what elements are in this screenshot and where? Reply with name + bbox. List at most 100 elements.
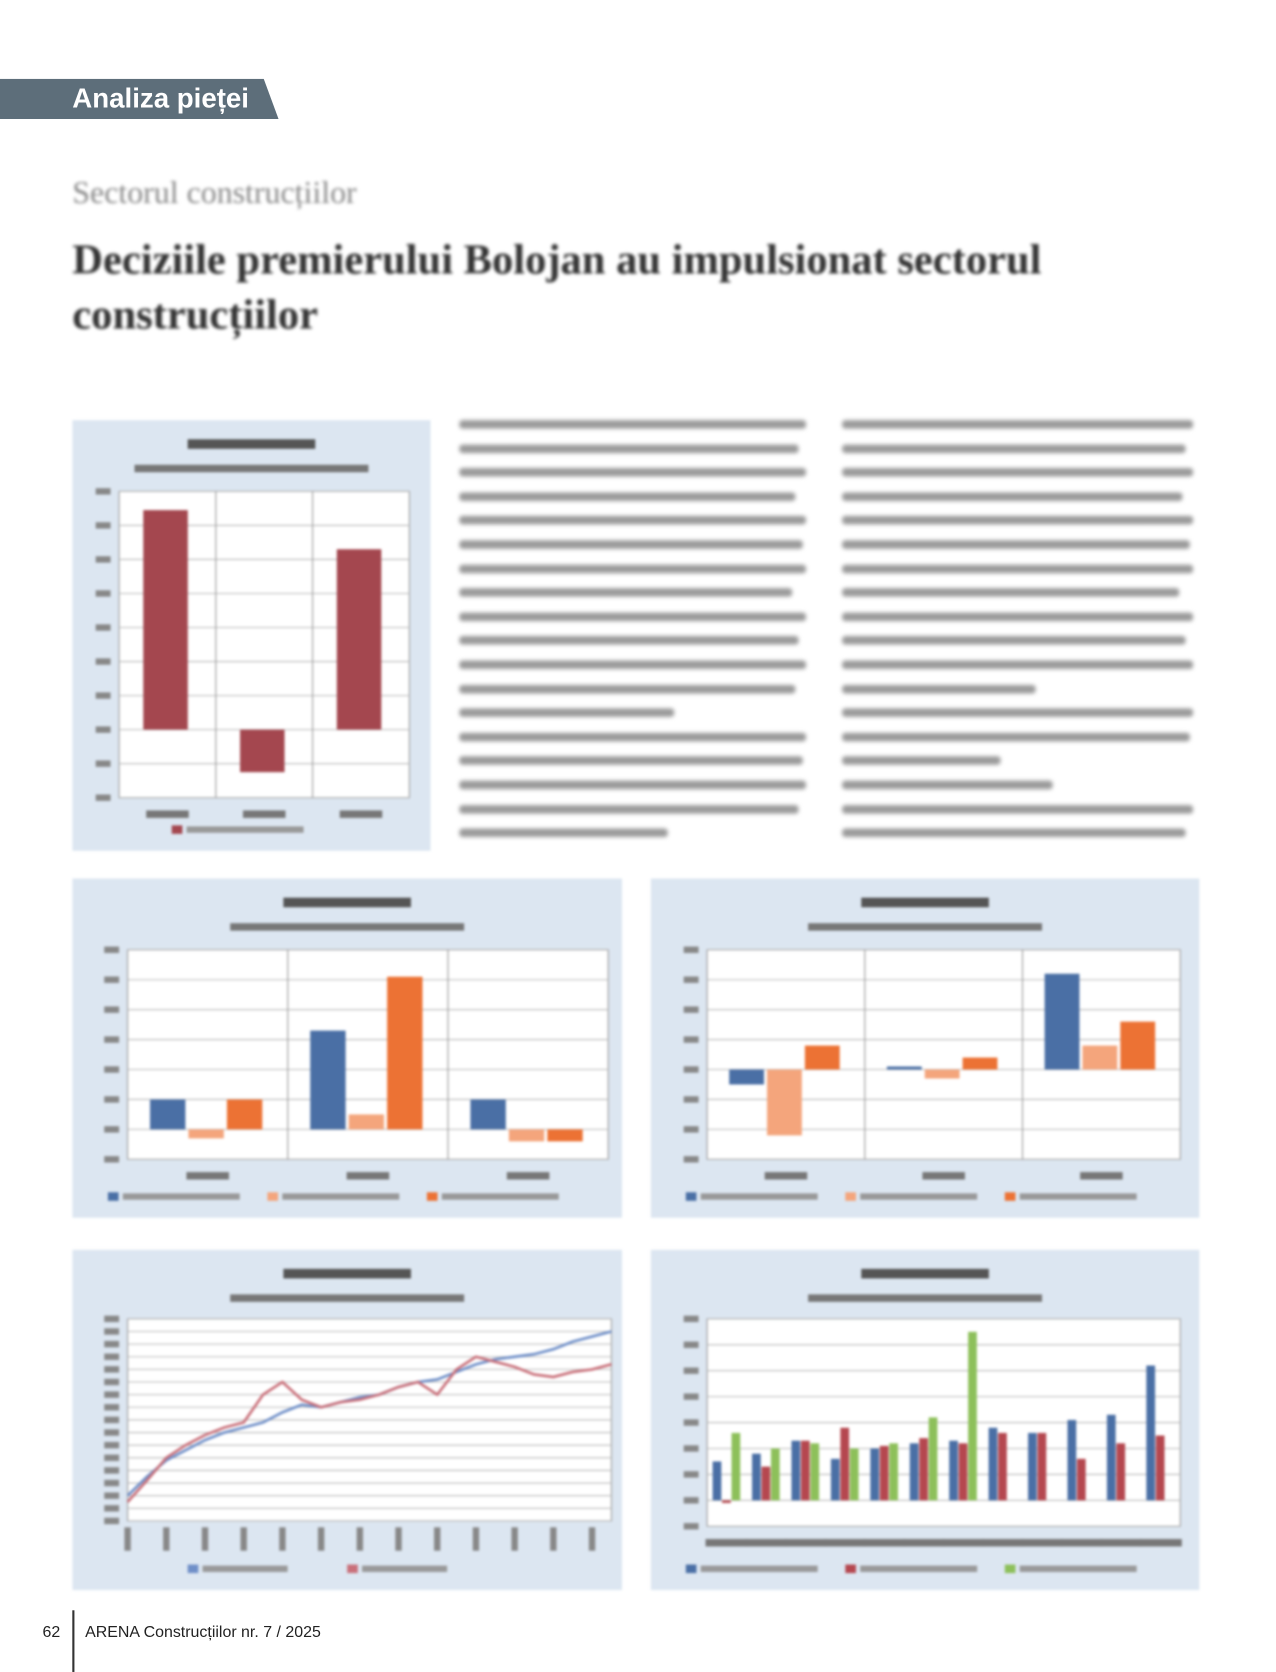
text-line (842, 612, 1194, 621)
bar (928, 1417, 938, 1501)
bar (150, 1099, 186, 1130)
text-line (842, 588, 1179, 597)
legend-label-block (1019, 1193, 1137, 1200)
text-line (459, 708, 675, 717)
x-label-block (146, 810, 189, 818)
legend-label-block (122, 1193, 240, 1200)
bar (1116, 1443, 1126, 1501)
bar (470, 1099, 506, 1130)
y-tick-label-block (95, 794, 111, 801)
y-tick-label-block (683, 976, 699, 983)
x-label-block (863, 1539, 906, 1547)
legend-swatch (845, 1192, 856, 1201)
text-line (459, 492, 796, 501)
bar (1082, 1045, 1118, 1070)
text-line (842, 828, 1186, 838)
y-tick-label-block (95, 760, 111, 767)
y-tick-label-block (104, 1378, 120, 1386)
x-label-block (1099, 1539, 1143, 1547)
chart-title-block (861, 1268, 989, 1279)
bar (731, 1432, 741, 1501)
text-line (459, 540, 803, 549)
y-tick-label-block (683, 946, 699, 953)
bar (1037, 1432, 1047, 1501)
y-tick-label-block (95, 488, 111, 495)
x-label-block (186, 1172, 229, 1180)
x-label-block (346, 1172, 390, 1180)
chart-title-block (283, 1268, 411, 1279)
text-line (842, 468, 1194, 477)
y-tick-label-block (683, 1393, 699, 1400)
y-tick-label-block (104, 1441, 120, 1449)
x-label-block (395, 1527, 402, 1551)
y-tick-label-block (95, 624, 111, 631)
text-line (842, 732, 1190, 742)
y-tick-label-block (683, 1096, 699, 1103)
x-label-block (744, 1539, 788, 1547)
text-line (459, 564, 806, 573)
y-tick-label-block (104, 1492, 120, 1499)
y-tick-label-block (104, 1315, 120, 1323)
y-tick-label-block (95, 726, 111, 733)
legend-label-block (1019, 1565, 1137, 1573)
x-label-block (942, 1539, 985, 1547)
text-line (842, 564, 1194, 573)
bar (924, 1069, 960, 1079)
y-tick-label-block (683, 1523, 699, 1530)
y-tick-label-block (683, 1315, 699, 1323)
x-label-block (434, 1527, 441, 1551)
bar (1028, 1432, 1037, 1501)
bar (761, 1466, 771, 1501)
legend-label-block (282, 1193, 400, 1200)
y-tick-label-block (683, 1367, 699, 1374)
bar (988, 1427, 998, 1501)
bar (810, 1443, 820, 1501)
chart-subtitle-block (230, 923, 465, 931)
y-tick-label-block (104, 1156, 120, 1163)
chart-subtitle-block (808, 923, 1043, 931)
bar (336, 549, 382, 730)
bar (1155, 1435, 1165, 1501)
legend-label-block (441, 1193, 559, 1200)
chart-title-block (861, 897, 989, 908)
legend-label-block (186, 826, 304, 833)
text-line (459, 780, 806, 790)
bar (767, 1069, 802, 1136)
legend-label-block (860, 1193, 978, 1200)
text-line (459, 660, 806, 669)
bar (547, 1129, 583, 1142)
legend-swatch (1004, 1192, 1016, 1201)
legend-swatch (685, 1564, 697, 1574)
bar (840, 1427, 850, 1501)
text-line (842, 444, 1186, 453)
y-tick-label-block (104, 1340, 120, 1348)
chart (650, 878, 1200, 1218)
chart (72, 878, 623, 1218)
y-tick-label-block (104, 1126, 120, 1133)
text-line (459, 588, 793, 597)
legend-swatch (845, 1564, 856, 1574)
text-line (459, 612, 806, 621)
bar (1146, 1365, 1156, 1501)
x-label-block (511, 1527, 518, 1551)
bar (143, 510, 188, 730)
text-line (842, 756, 1001, 766)
x-label-block (1020, 1539, 1064, 1547)
x-label-block (1060, 1539, 1103, 1547)
y-tick-label-block (104, 1505, 120, 1512)
section-label: Analiza pieței (72, 81, 249, 114)
y-tick-label-block (104, 1479, 120, 1487)
y-tick-label-block (104, 1454, 120, 1461)
y-tick-label-block (104, 1517, 120, 1525)
x-label-block (240, 1527, 247, 1551)
y-tick-label-block (683, 1126, 699, 1133)
text-line (842, 804, 1194, 814)
y-tick-label-block (95, 658, 111, 665)
bar (712, 1461, 722, 1501)
text-line (459, 732, 806, 742)
x-label-block (124, 1527, 131, 1551)
y-tick-label-block (683, 1006, 699, 1013)
chart (650, 1249, 1200, 1591)
chart-title-block (283, 897, 411, 908)
